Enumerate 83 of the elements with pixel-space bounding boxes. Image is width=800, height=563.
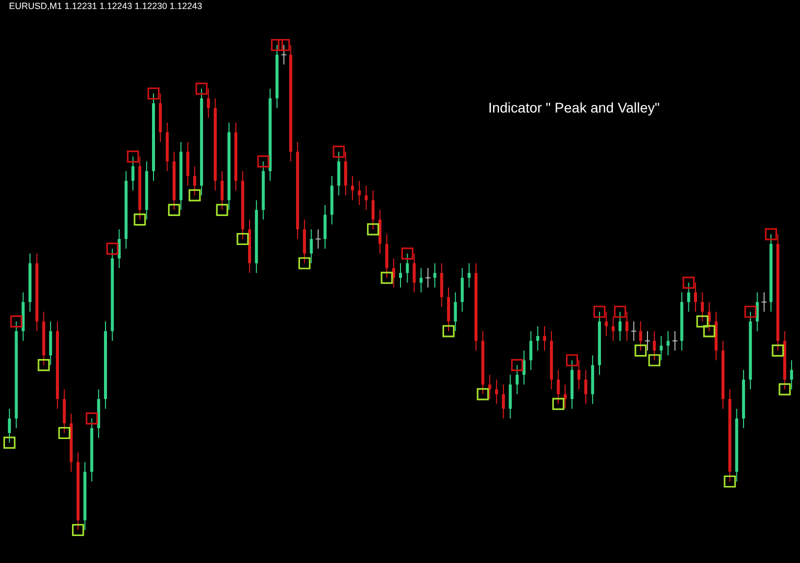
candlestick <box>364 185 368 210</box>
point <box>380 272 393 284</box>
candlestick <box>516 364 519 395</box>
point <box>703 325 716 338</box>
text: EURUSD,M1 1.12231 1.12243 1.12230 1.12243 <box>9 1 202 11</box>
candlestick <box>131 156 134 191</box>
candlestick <box>529 330 532 370</box>
candlestick <box>488 374 492 400</box>
candlestick <box>495 379 498 404</box>
point <box>476 388 489 400</box>
candlestick <box>8 408 11 444</box>
candlestick <box>639 320 642 352</box>
candlestick <box>790 360 794 390</box>
point <box>298 257 310 270</box>
point <box>648 354 660 366</box>
point <box>367 223 380 236</box>
point <box>634 344 647 357</box>
candlestick <box>220 170 224 210</box>
candlestick <box>350 175 354 201</box>
point <box>696 315 708 328</box>
point <box>552 398 564 410</box>
candlestick <box>468 262 471 288</box>
point <box>744 306 756 318</box>
point <box>442 325 455 338</box>
point <box>58 426 70 440</box>
text: Indicator " Peak and Valley" <box>488 100 660 116</box>
point <box>38 359 50 372</box>
candlestick <box>193 166 196 196</box>
candlestick <box>625 311 628 342</box>
candlestick <box>206 88 210 118</box>
point <box>682 276 695 289</box>
candlestick <box>687 282 690 312</box>
candlestick <box>433 262 436 288</box>
candlestick <box>310 228 313 264</box>
point <box>195 82 208 95</box>
point <box>511 359 524 372</box>
point <box>614 306 626 318</box>
point <box>772 344 784 357</box>
candlestick <box>372 190 375 230</box>
candlestick <box>700 292 704 322</box>
candlestick <box>584 369 588 404</box>
candlestick <box>604 311 608 336</box>
candlestick <box>564 384 567 410</box>
candlestick <box>536 326 540 352</box>
point <box>134 214 146 226</box>
candlestick <box>502 384 505 419</box>
candlestick <box>358 180 361 206</box>
point <box>168 204 180 216</box>
candlestick <box>556 369 560 404</box>
candlestick <box>618 311 622 342</box>
point <box>278 38 290 52</box>
candlestick <box>543 326 546 352</box>
candlestick <box>577 360 580 390</box>
candlestick <box>412 253 416 293</box>
point <box>257 155 270 168</box>
point <box>593 306 606 318</box>
point <box>724 475 736 488</box>
candlestick <box>666 330 670 356</box>
candlestick <box>454 292 457 332</box>
candlestick <box>420 268 423 293</box>
point <box>216 204 228 216</box>
candlestick <box>756 292 759 332</box>
point <box>236 232 249 246</box>
point <box>106 242 118 255</box>
point <box>566 354 578 366</box>
point <box>401 248 414 260</box>
point <box>3 436 16 449</box>
point <box>72 524 84 536</box>
candlestick <box>406 253 409 284</box>
point <box>778 383 791 396</box>
candlestick <box>399 262 402 288</box>
point <box>86 412 98 424</box>
candlestick <box>612 316 615 342</box>
point <box>764 228 778 240</box>
candlestick <box>652 330 656 361</box>
point <box>126 150 139 163</box>
point <box>10 315 22 328</box>
candlestick <box>694 282 698 312</box>
candlestick <box>660 336 663 361</box>
point <box>332 146 345 158</box>
point <box>147 87 160 100</box>
point <box>188 189 201 202</box>
point <box>270 38 284 52</box>
